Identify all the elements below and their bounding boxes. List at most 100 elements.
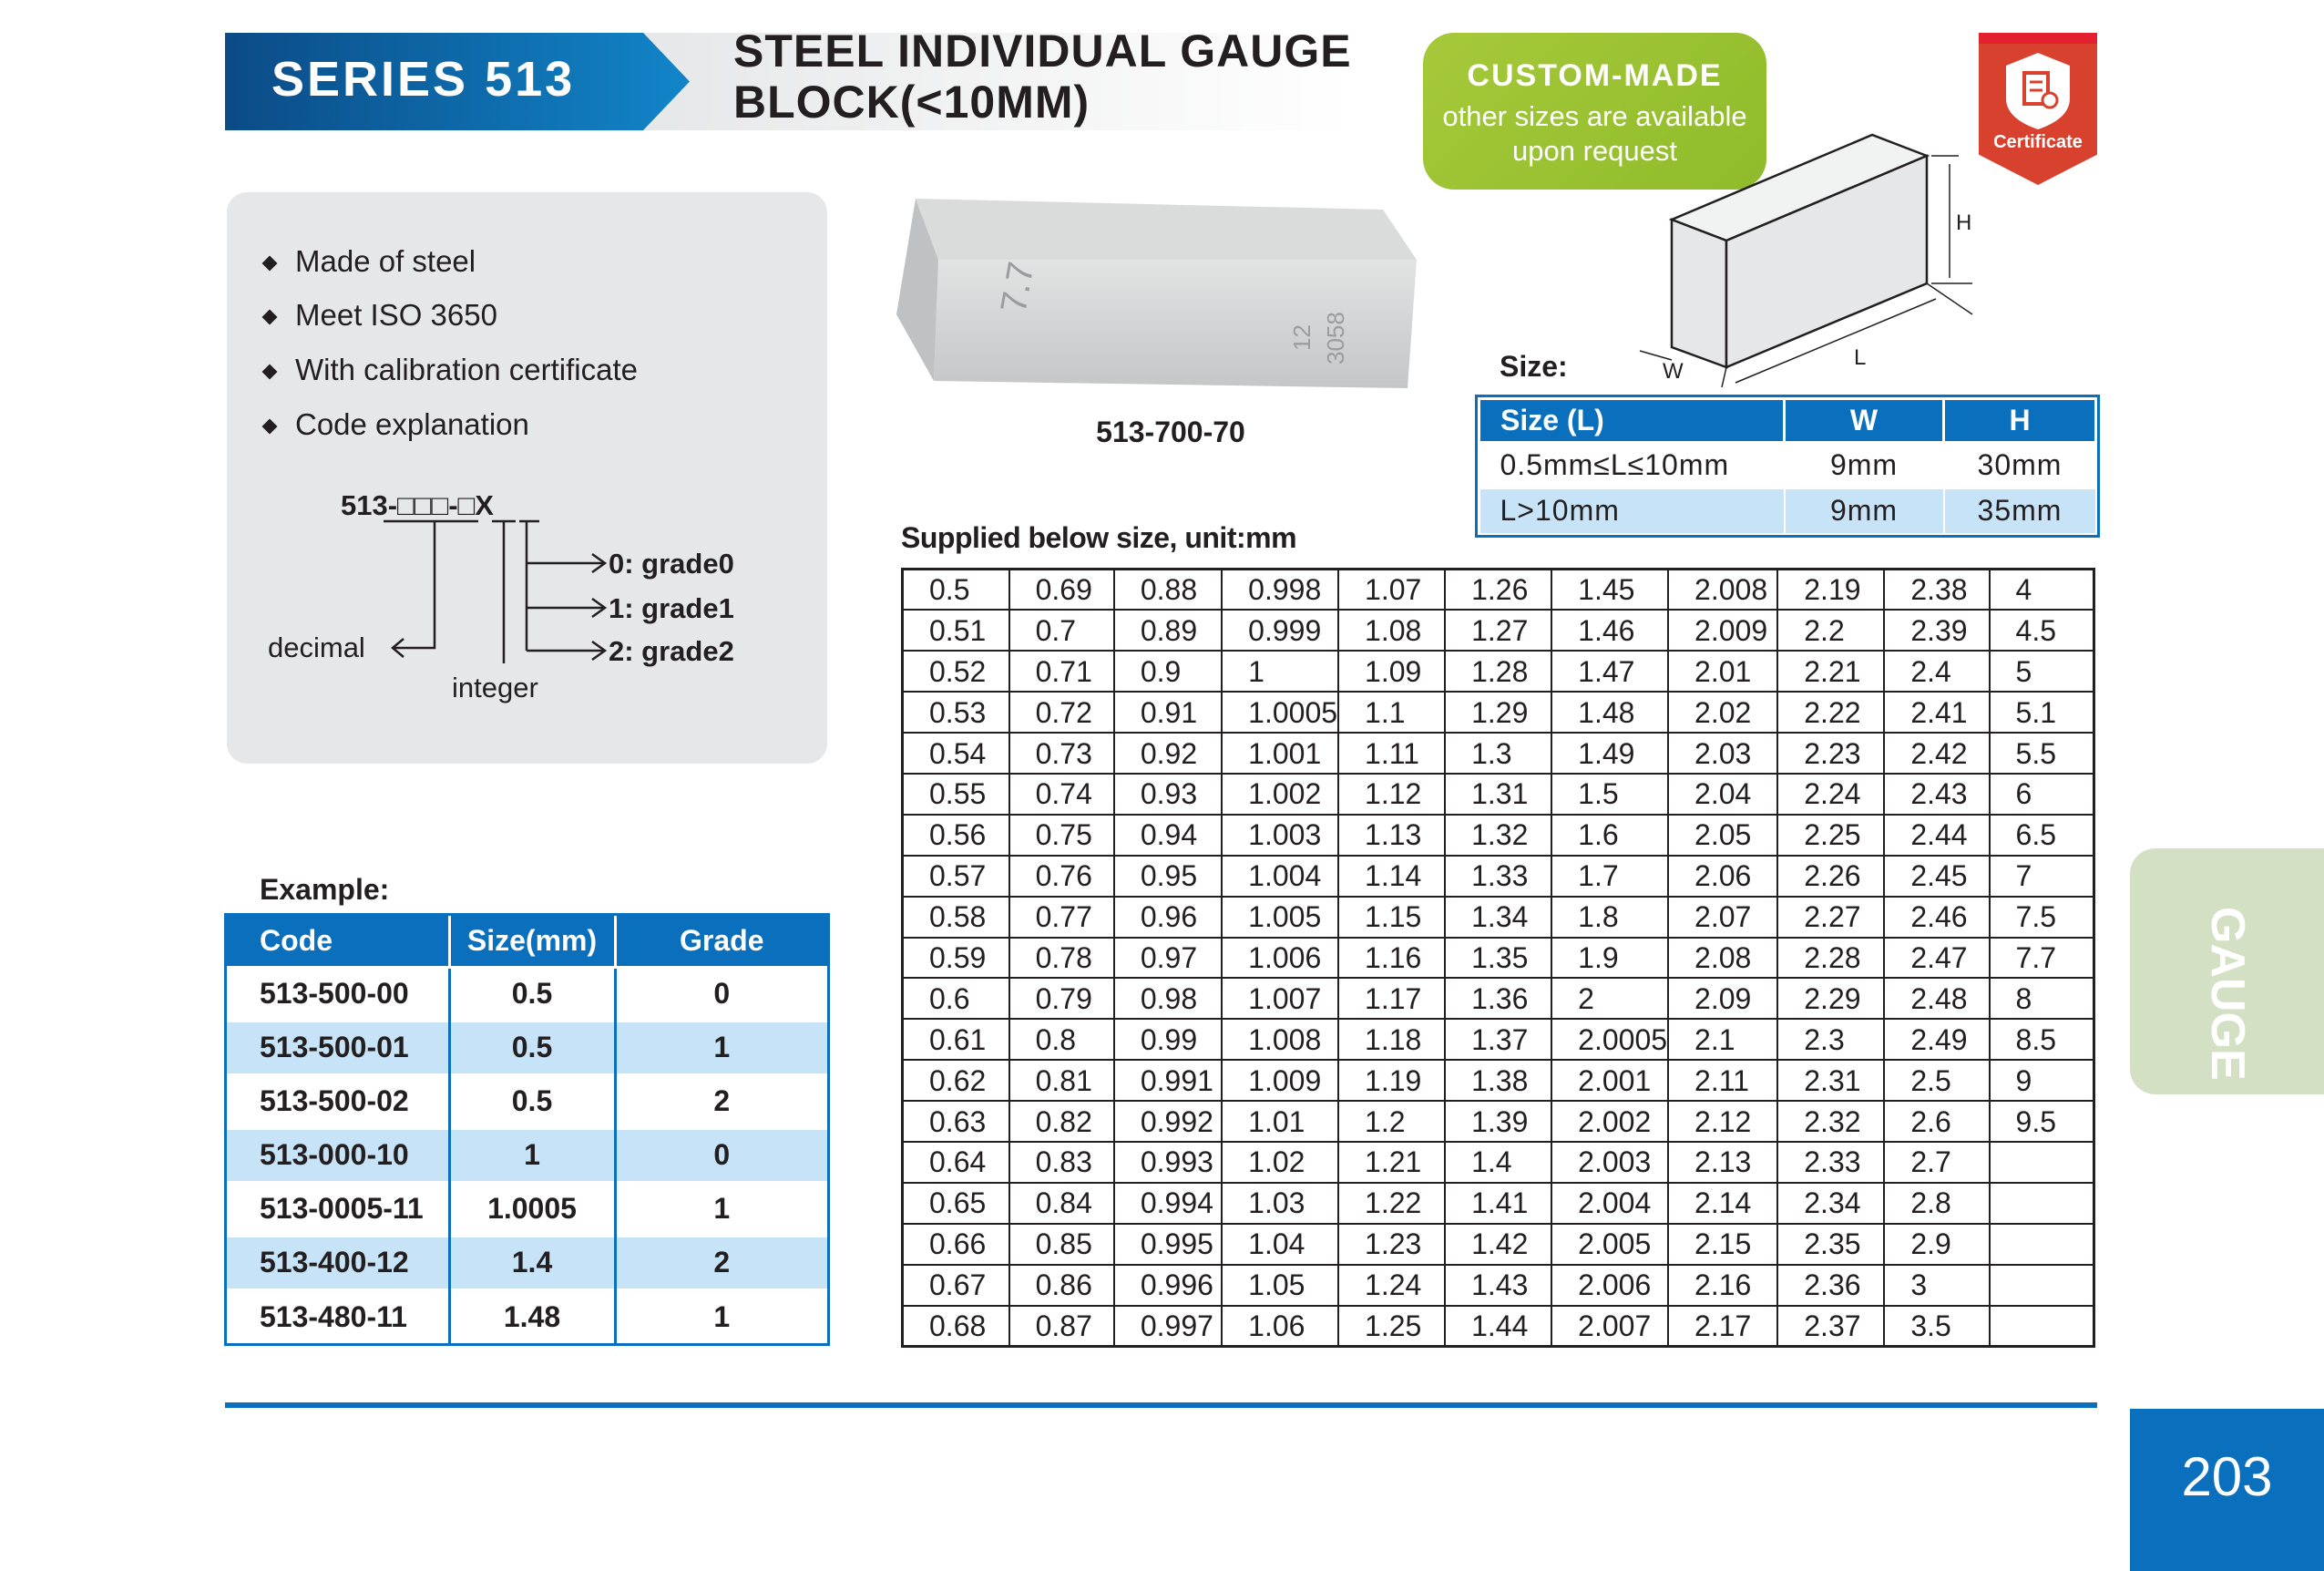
- size-cell: 1.37: [1444, 1018, 1553, 1062]
- size-cell: 0.88: [1112, 568, 1223, 611]
- size-cell: 9: [1988, 1059, 2095, 1103]
- feature-item: Made of steel: [261, 244, 476, 279]
- dimension-w: W: [1663, 359, 1684, 384]
- size-cell: 0.7: [1008, 609, 1115, 652]
- size-cell: 0.994: [1112, 1181, 1223, 1225]
- size-cell: 1.006: [1221, 936, 1340, 980]
- size-cell: 0.52: [901, 650, 1010, 693]
- size-cell: 5.1: [1988, 691, 2095, 734]
- size-cell: 2.41: [1883, 691, 1991, 734]
- size-cell: 2.13: [1667, 1140, 1779, 1184]
- size-cell: 0.59: [901, 936, 1010, 980]
- size-cell: 2.12: [1667, 1100, 1779, 1143]
- size-cell: 5.5: [1988, 732, 2095, 775]
- title-line-1: STEEL INDIVIDUAL GAUGE: [733, 26, 1352, 77]
- size-cell: 1.8: [1551, 895, 1670, 939]
- size-cell: 0.997: [1112, 1304, 1223, 1348]
- size-cell: 0.5: [449, 1019, 617, 1074]
- size-cell: 1.49: [1551, 732, 1670, 775]
- size-cell: 0.993: [1112, 1140, 1223, 1184]
- size-cell: 0.5: [449, 1073, 617, 1128]
- size-cell: 2.26: [1776, 854, 1886, 898]
- size-cell: 0.84: [1008, 1181, 1115, 1225]
- custom-heading: CUSTOM-MADE: [1467, 58, 1723, 93]
- dimension-l: L: [1854, 345, 1866, 370]
- size-cell: 6: [1988, 772, 2095, 816]
- size-cell: 0.995: [1112, 1222, 1223, 1266]
- size-cell: 7.7: [1988, 936, 2095, 980]
- size-cell: 1.11: [1337, 732, 1447, 775]
- size-cell: 0.65: [901, 1181, 1010, 1225]
- code-cell: 513-500-02: [227, 1073, 451, 1128]
- size-cell: 1.005: [1221, 895, 1340, 939]
- size-cell: 0.991: [1112, 1059, 1223, 1103]
- table-row: 0.56 0.75 0.94 1.003 1.13 1.32 1.6 2.05 2.25 2.44…: [901, 813, 2095, 857]
- size-cell: 1.43: [1444, 1263, 1553, 1307]
- size-cell: 1.19: [1337, 1059, 1447, 1103]
- size-cell: 8.5: [1988, 1018, 2095, 1062]
- size-cell: 0.81: [1008, 1059, 1115, 1103]
- size-cell: 0.56: [901, 813, 1010, 857]
- size-cell: 2.3: [1776, 1018, 1886, 1062]
- size-cell: 1.18: [1337, 1018, 1447, 1062]
- size-cell: 0.87: [1008, 1304, 1115, 1348]
- size-cell: 1.001: [1221, 732, 1340, 775]
- size-cell: 1.33: [1444, 854, 1553, 898]
- size-cell: 1.24: [1337, 1263, 1447, 1307]
- size-cell: 2.9: [1883, 1222, 1991, 1266]
- size-cell: 2.11: [1667, 1059, 1779, 1103]
- size-header: Size(mm): [449, 916, 617, 967]
- size-cell: 1.06: [1221, 1304, 1340, 1348]
- bullet-icon: [261, 255, 278, 272]
- size-cell: 0.82: [1008, 1100, 1115, 1143]
- certificate-ribbon: [1979, 33, 2097, 185]
- size-cell: 2.45: [1883, 854, 1991, 898]
- size-cell: 2.01: [1667, 650, 1779, 693]
- size-cell: 2.03: [1667, 732, 1779, 775]
- size-cell: 1.1: [1337, 691, 1447, 734]
- size-cell: 1.2: [1337, 1100, 1447, 1143]
- size-cell: 7.5: [1988, 895, 2095, 939]
- size-label: Size:: [1500, 350, 1568, 383]
- size-cell: 1.46: [1551, 609, 1670, 652]
- size-cell: 2.36: [1776, 1263, 1886, 1307]
- size-cell: 2.21: [1776, 650, 1886, 693]
- size-cell: [1988, 1304, 2095, 1348]
- size-cell: 0.64: [901, 1140, 1010, 1184]
- code-cell: 513-480-11: [227, 1288, 451, 1343]
- features-panel: [227, 192, 827, 764]
- size-cell: 1.16: [1337, 936, 1447, 980]
- series-label: SERIES 513: [271, 52, 576, 107]
- code-cell: 513-0005-11: [227, 1180, 451, 1236]
- grade-cell: 0: [615, 965, 827, 1021]
- size-cell: 2.48: [1883, 977, 1991, 1021]
- example-table: Code Size(mm) Grade 513-500-00 0.5 0 513-500-…: [224, 913, 830, 1346]
- size-cell: 2.47: [1883, 936, 1991, 980]
- size-cell: 0.58: [901, 895, 1010, 939]
- size-cell: 0.66: [901, 1222, 1010, 1266]
- table-row: 0.63 0.82 0.992 1.01 1.2 1.39 2.002 2.12 2.32 2.6…: [901, 1100, 2095, 1143]
- size-cell: 0.89: [1112, 609, 1223, 652]
- size-cell: 1.08: [1337, 609, 1447, 652]
- table-row: 0.68 0.87 0.997 1.06 1.25 1.44 2.007 2.17 2.37 3.…: [901, 1304, 2095, 1348]
- size-cell: 0.57: [901, 854, 1010, 898]
- code-cell: 513-400-12: [227, 1234, 451, 1289]
- size-cell: 2.34: [1776, 1181, 1886, 1225]
- table-row: 0.59 0.78 0.97 1.006 1.16 1.35 1.9 2.08 2.28 2.47…: [901, 936, 2095, 980]
- table-row: 513-0005-11 1.0005 1: [227, 1180, 827, 1236]
- size-cell: 1.3: [1444, 732, 1553, 775]
- size-cell: 1.0005: [449, 1180, 617, 1236]
- size-cell: 2.29: [1776, 977, 1886, 1021]
- size-cell: 1.13: [1337, 813, 1447, 857]
- size-cell: 0.95: [1112, 854, 1223, 898]
- size-cell: 0.97: [1112, 936, 1223, 980]
- size-cell: 0.96: [1112, 895, 1223, 939]
- size-cell: 1.003: [1221, 813, 1340, 857]
- size-cell: 0.76: [1008, 854, 1115, 898]
- size-cell: 3: [1883, 1263, 1991, 1307]
- feature-item: With calibration certificate: [261, 353, 638, 387]
- size-cell: 0.93: [1112, 772, 1223, 816]
- size-cell: 1.7: [1551, 854, 1670, 898]
- grade-cell: 2: [615, 1073, 827, 1128]
- size-cell: 0.62: [901, 1059, 1010, 1103]
